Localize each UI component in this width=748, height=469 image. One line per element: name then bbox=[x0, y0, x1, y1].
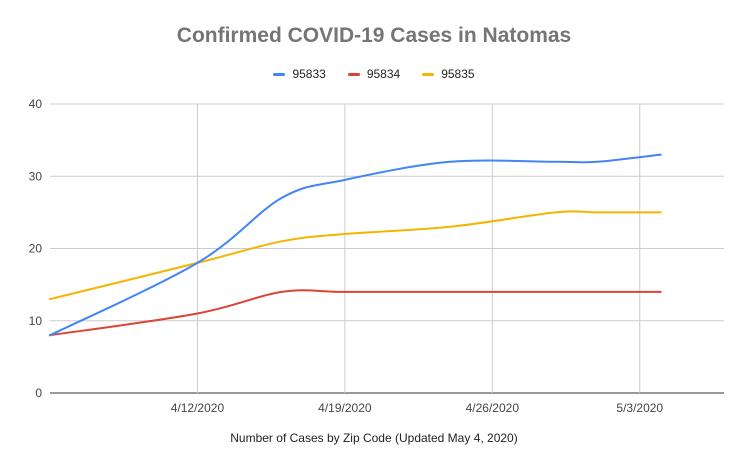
chart-title: Confirmed COVID-19 Cases in Natomas bbox=[176, 24, 572, 47]
legend: 95833 95834 95835 bbox=[0, 67, 748, 81]
y-tick-label-10: 10 bbox=[29, 314, 43, 328]
y-tick-label-30: 30 bbox=[29, 169, 43, 183]
series-line-95834 bbox=[49, 289, 662, 337]
legend-label-95834: 95834 bbox=[366, 67, 401, 81]
y-tick-label-0: 0 bbox=[35, 386, 42, 400]
x-axis-label: Number of Cases by Zip Code (Updated May… bbox=[230, 431, 518, 445]
x-tick-label-1: 4/19/2020 bbox=[318, 401, 372, 415]
legend-swatch-95835 bbox=[422, 72, 435, 76]
x-tick-label-2: 4/26/2020 bbox=[466, 401, 520, 415]
legend-swatch-95833 bbox=[273, 72, 286, 76]
y-tick-label-40: 40 bbox=[29, 97, 43, 111]
x-tick-label-3: 5/3/2020 bbox=[616, 401, 663, 415]
legend-item-95833[interactable]: 95833 bbox=[273, 67, 326, 81]
x-tick-label-0: 4/12/2020 bbox=[171, 401, 225, 415]
legend-item-95834[interactable]: 95834 bbox=[347, 67, 401, 81]
legend-label-95835: 95835 bbox=[441, 67, 475, 81]
legend-swatch-95834 bbox=[347, 72, 360, 76]
legend-label-95833: 95833 bbox=[292, 67, 326, 81]
series-line-95833 bbox=[49, 153, 662, 337]
y-tick-label-20: 20 bbox=[29, 242, 43, 256]
series-line-95835 bbox=[49, 210, 662, 301]
legend-item-95835[interactable]: 95835 bbox=[422, 67, 475, 81]
